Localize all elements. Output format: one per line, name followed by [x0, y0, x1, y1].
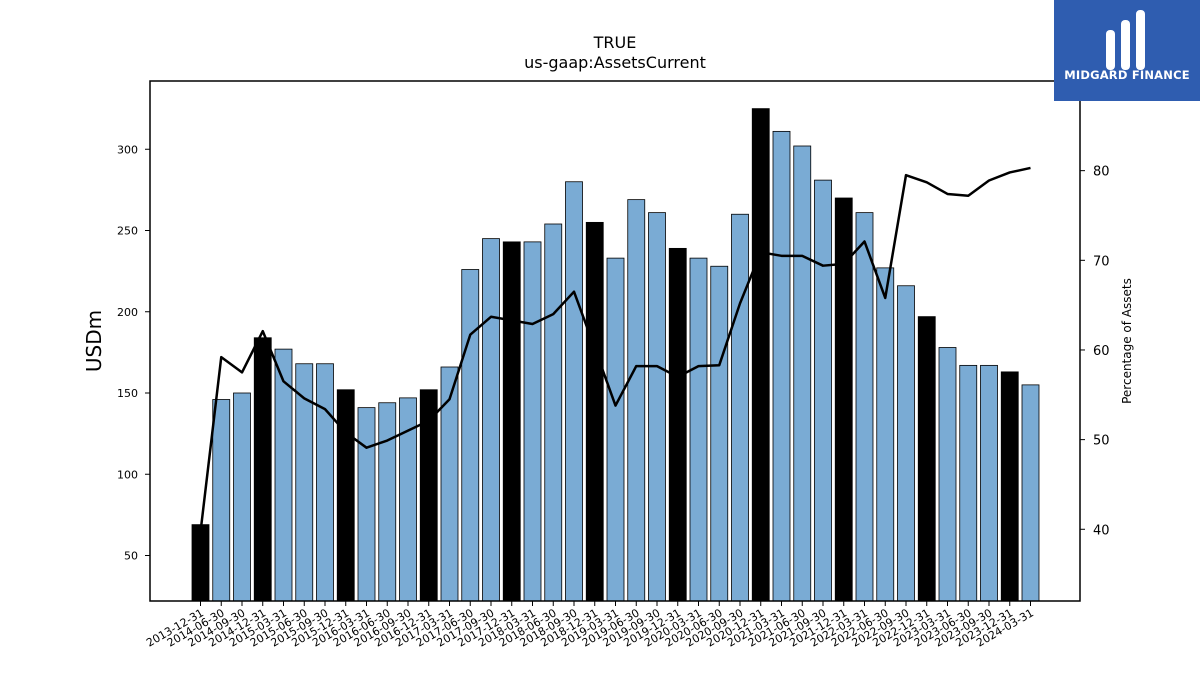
bar — [191, 524, 210, 602]
y-tick-label: 250 — [117, 225, 138, 238]
bar — [357, 407, 376, 602]
bar — [523, 241, 542, 602]
bar — [440, 366, 459, 602]
percentage-line — [199, 166, 1031, 533]
chart-title: TRUE — [593, 33, 637, 52]
bar — [772, 130, 791, 602]
y2-tick-label: 50 — [1093, 434, 1110, 449]
bar — [648, 212, 666, 602]
y2-tick-label: 60 — [1093, 344, 1110, 359]
bar — [897, 285, 915, 602]
bar — [502, 241, 521, 602]
y2-tick-label: 40 — [1093, 523, 1110, 538]
y-tick-label: 300 — [117, 143, 138, 156]
bar — [855, 212, 874, 602]
bar — [544, 223, 563, 602]
bar — [938, 347, 957, 602]
bar — [461, 269, 480, 602]
chart-subtitle: us-gaap:AssetsCurrent — [524, 53, 706, 72]
y2-tick-label: 70 — [1093, 254, 1110, 269]
bar — [482, 238, 500, 602]
midgard-finance-logo: MIDGARD FINANCE — [1054, 0, 1200, 101]
y-axis-label: USDm — [82, 310, 106, 372]
bar — [233, 392, 251, 602]
bar — [1021, 384, 1040, 602]
bar — [253, 337, 272, 602]
y2-axis-label: Percentage of Assets — [1120, 278, 1134, 404]
logo-text: MIDGARD FINANCE — [1064, 68, 1190, 82]
bar — [793, 145, 812, 602]
bar — [917, 316, 936, 602]
bar — [565, 181, 583, 602]
bar — [627, 199, 646, 602]
bar — [710, 265, 729, 602]
y-tick-label: 50 — [124, 550, 138, 563]
bar — [336, 389, 355, 602]
bar — [980, 364, 998, 602]
bar — [668, 247, 687, 602]
y-tick-label: 200 — [117, 306, 138, 319]
bar — [731, 213, 749, 602]
bar — [378, 402, 397, 602]
bar — [1000, 371, 1019, 602]
bar — [876, 267, 895, 602]
bar — [212, 399, 231, 602]
bar — [316, 363, 334, 602]
bar — [959, 364, 978, 602]
y-tick-label: 100 — [117, 468, 138, 481]
bar — [585, 221, 604, 602]
bar — [689, 257, 708, 602]
bar — [751, 108, 770, 602]
y-tick-label: 150 — [117, 387, 138, 400]
bar — [814, 179, 832, 602]
y2-tick-label: 80 — [1093, 165, 1110, 180]
bar — [606, 257, 625, 602]
